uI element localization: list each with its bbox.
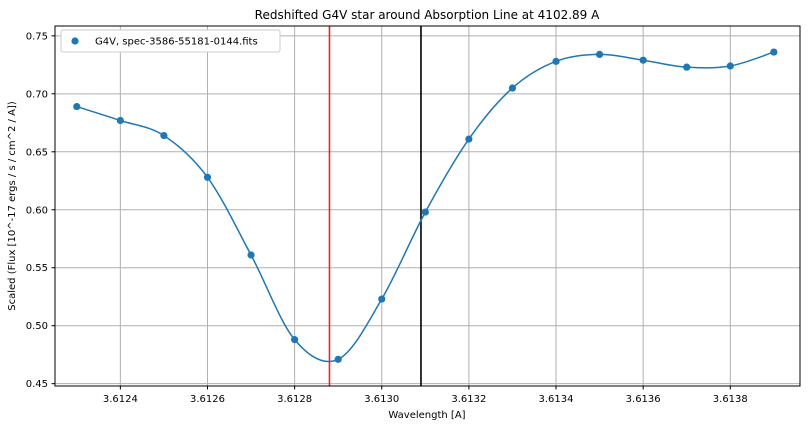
legend: G4V, spec-3586-55181-0144.fits — [60, 29, 281, 53]
y-tick-label: 0.75 — [26, 31, 48, 42]
x-axis-ticks: 3.6124 3.6126 3.6128 3.6130 3.6132 3.6134 3.61… — [103, 386, 748, 405]
x-tick-label: 3.6130 — [364, 394, 399, 405]
fit-curve-line — [76, 51, 775, 363]
reference-lines — [328, 26, 422, 386]
legend-marker — [71, 37, 79, 45]
y-tick-label: 0.65 — [26, 147, 48, 158]
data-point — [203, 173, 212, 181]
plot-background — [55, 26, 800, 386]
chart-title: Redshifted G4V star around Absorption Li… — [255, 8, 600, 22]
y-tick-label: 0.45 — [26, 379, 48, 390]
grid — [55, 26, 800, 386]
data-point — [726, 62, 734, 70]
data-point — [334, 355, 342, 363]
fit-curve — [76, 51, 775, 363]
x-tick-label: 3.6134 — [539, 394, 574, 405]
x-tick-label: 3.6138 — [713, 394, 748, 405]
data-point — [160, 131, 168, 140]
data-point — [552, 57, 560, 65]
y-axis-label: Scaled (Flux [10^-17 ergs / s / cm^2 / A… — [7, 101, 18, 311]
data-point — [421, 208, 429, 216]
y-tick-label: 0.60 — [26, 205, 48, 216]
y-axis-ticks: 0.45 0.50 0.55 0.60 0.65 0.70 0.75 — [26, 31, 55, 390]
data-point — [116, 116, 124, 125]
data-point — [291, 336, 299, 344]
x-tick-label: 3.6136 — [626, 394, 661, 405]
y-tick-label: 0.70 — [26, 89, 48, 100]
data-point — [73, 102, 81, 111]
y-tick-label: 0.50 — [26, 321, 48, 332]
x-tick-label: 3.6124 — [103, 394, 138, 405]
data-point — [378, 295, 386, 303]
data-point — [639, 56, 647, 64]
data-point — [595, 50, 604, 59]
legend-label: G4V, spec-3586-55181-0144.fits — [95, 37, 258, 48]
data-point — [770, 48, 778, 56]
data-points — [73, 48, 778, 363]
y-tick-label: 0.55 — [26, 263, 48, 274]
legend-box — [60, 29, 281, 53]
data-point — [508, 84, 517, 92]
data-point — [247, 251, 255, 259]
plot-frame — [54, 25, 801, 387]
x-axis-label: Wavelength [A] — [388, 410, 465, 421]
x-tick-label: 3.6128 — [277, 394, 312, 405]
data-point — [683, 63, 691, 71]
x-tick-label: 3.6126 — [190, 394, 225, 405]
data-point — [465, 135, 473, 143]
x-tick-label: 3.6132 — [451, 394, 486, 405]
